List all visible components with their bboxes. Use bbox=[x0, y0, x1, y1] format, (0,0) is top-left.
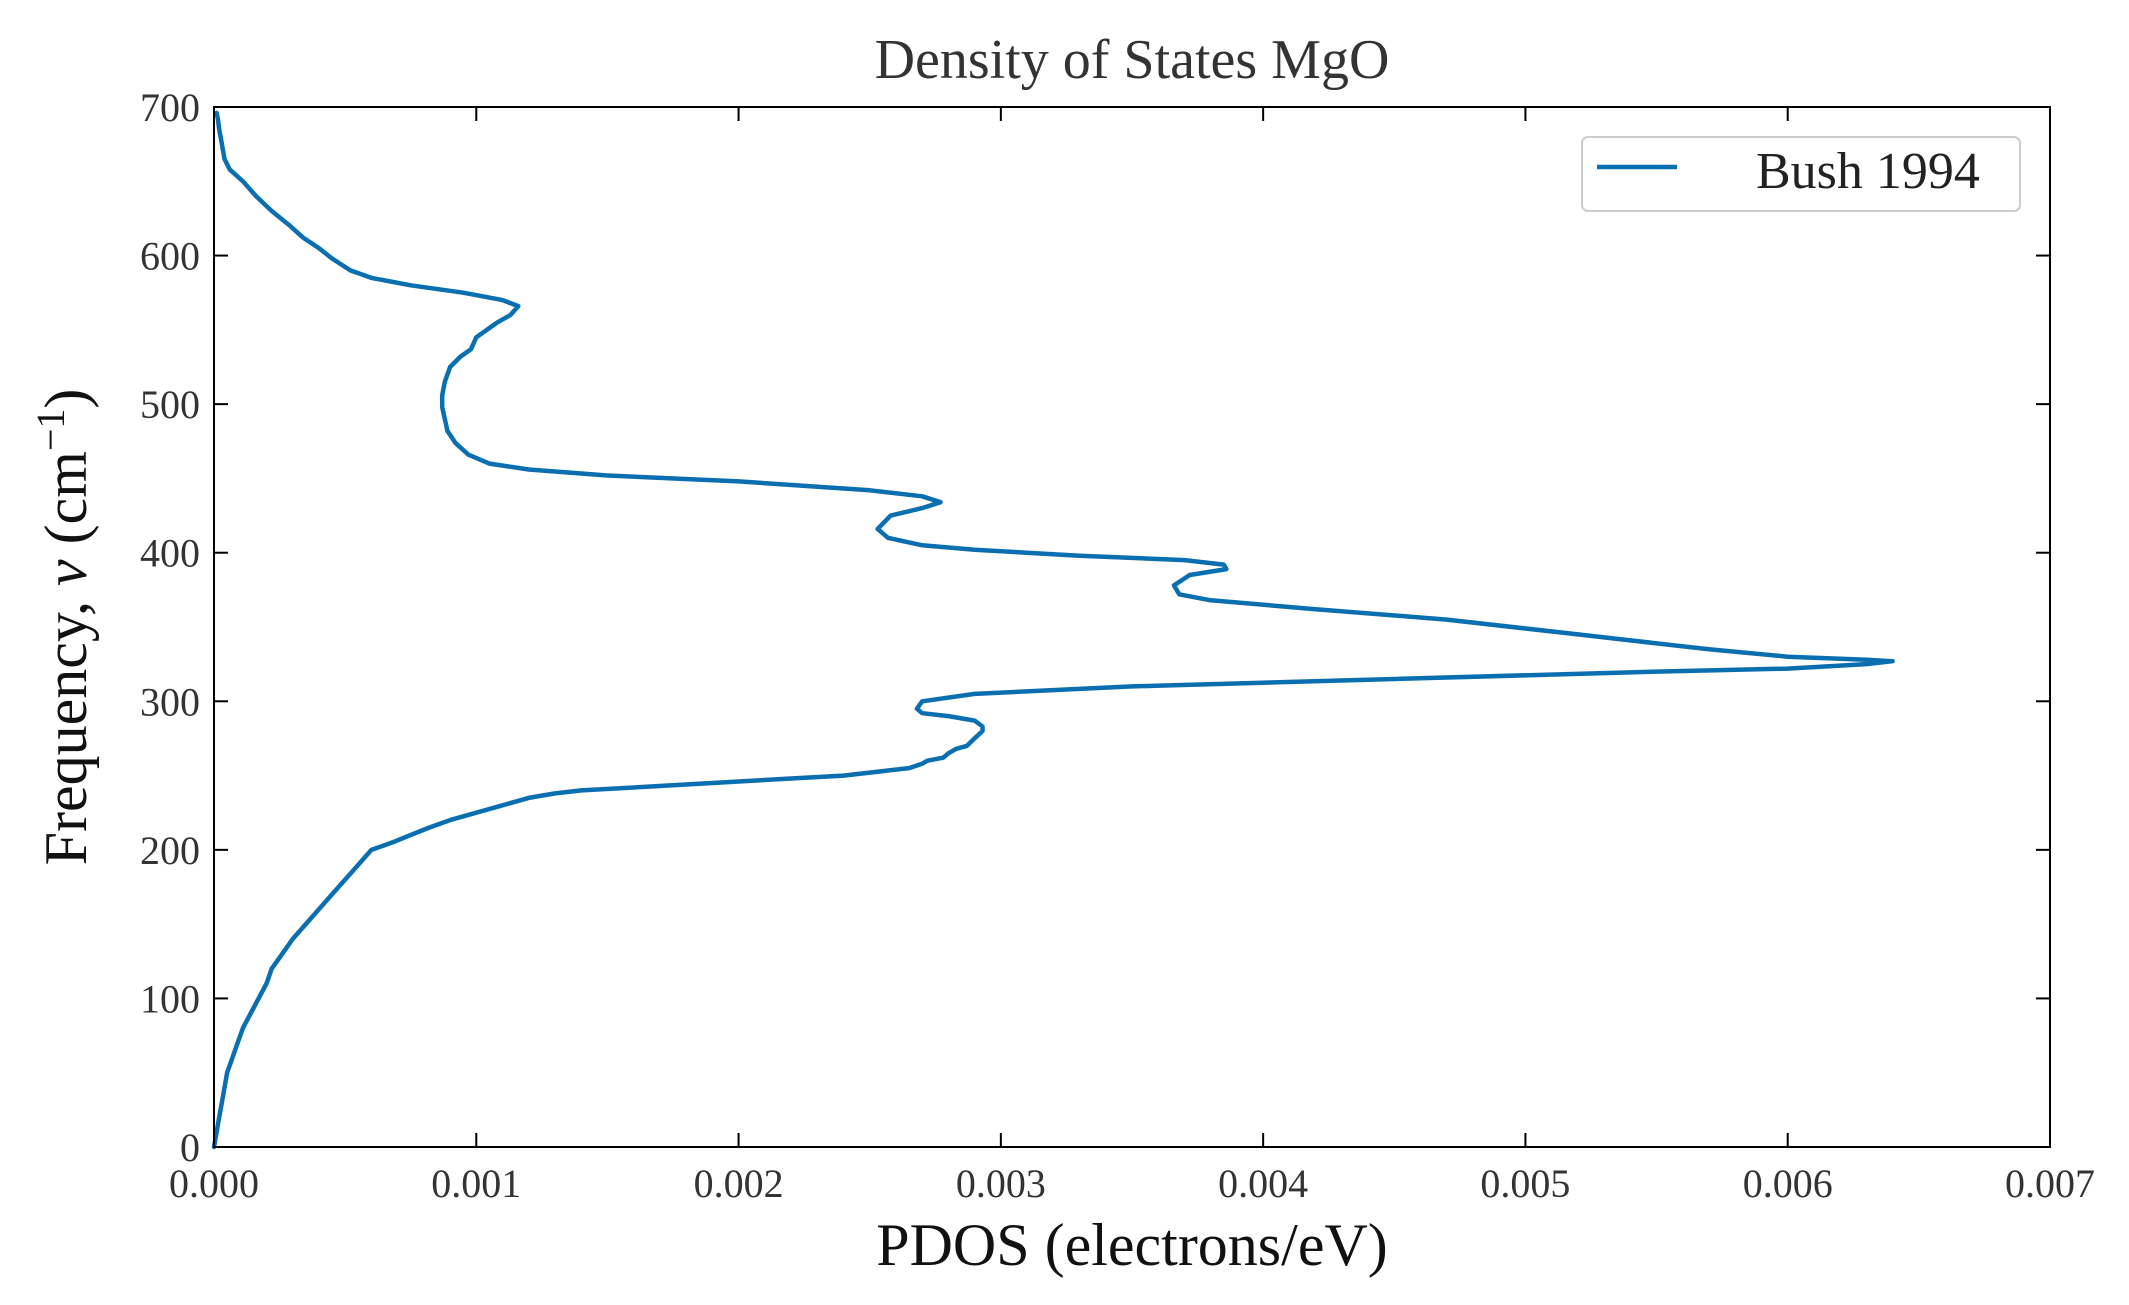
y-tick-label: 500 bbox=[140, 382, 200, 427]
y-tick-label: 100 bbox=[140, 976, 200, 1021]
x-tick-label: 0.003 bbox=[956, 1161, 1046, 1206]
x-axis-label: PDOS (electrons/eV) bbox=[876, 1212, 1388, 1278]
y-axis-label: Frequency, ν (cm−1) bbox=[28, 389, 99, 866]
y-tick-label: 200 bbox=[140, 828, 200, 873]
y-tick-label: 600 bbox=[140, 234, 200, 279]
y-tick-label: 700 bbox=[140, 85, 200, 130]
plot-frame bbox=[213, 106, 2051, 1148]
x-tick-label: 0.002 bbox=[694, 1161, 784, 1206]
x-tick-label: 0.000 bbox=[169, 1161, 259, 1206]
x-tick-label: 0.001 bbox=[431, 1161, 521, 1206]
series-line-bush-1994 bbox=[211, 110, 1895, 1150]
y-axis-label-prefix: Frequency, bbox=[33, 586, 99, 865]
y-axis-label-unit-exp: −1 bbox=[28, 409, 73, 452]
legend-label: Bush 1994 bbox=[1756, 143, 1980, 200]
legend: Bush 1994 bbox=[1581, 136, 2021, 212]
x-tick-label: 0.004 bbox=[1218, 1161, 1308, 1206]
x-tick-label: 0.007 bbox=[2005, 1161, 2095, 1206]
y-tick-label: 400 bbox=[140, 531, 200, 576]
y-tick-label: 300 bbox=[140, 679, 200, 724]
axis-tick-labels: 0.000 0.001 0.002 0.003 0.004 0.005 0.006 0.007… bbox=[140, 85, 2095, 1206]
y-axis-label-symbol: ν bbox=[33, 559, 99, 586]
axis-ticks bbox=[213, 106, 2051, 1148]
x-tick-label: 0.006 bbox=[1743, 1161, 1833, 1206]
y-axis-label-unit-close: ) bbox=[33, 389, 99, 409]
chart-title: Density of States MgO bbox=[875, 29, 1390, 91]
y-axis-label-unit-open: (cm bbox=[33, 451, 99, 559]
legend-box bbox=[1581, 136, 2021, 212]
y-tick-label: 0 bbox=[180, 1125, 200, 1170]
x-tick-label: 0.005 bbox=[1480, 1161, 1570, 1206]
